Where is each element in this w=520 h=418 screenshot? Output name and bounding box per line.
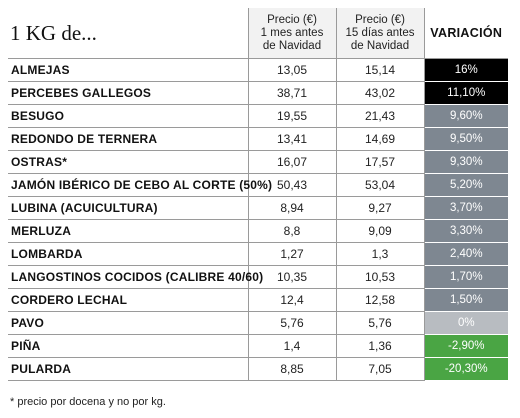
header-price-1-line-2: 1 mes antes [260, 26, 324, 39]
price-table: 1 KG de... Precio (€) 1 mes antes de Nav… [8, 8, 508, 381]
price-1-month-before: 38,71 [247, 81, 337, 105]
table-header-row: 1 KG de... Precio (€) 1 mes antes de Nav… [8, 8, 508, 59]
table-row: CORDERO LECHAL 12,4 12,58 1,50% [8, 288, 508, 312]
table-row: BESUGO 19,55 21,43 9,60% [8, 104, 508, 128]
product-name: BESUGO [8, 104, 248, 128]
price-1-month-before: 5,76 [247, 311, 337, 335]
price-1-month-before: 13,05 [247, 58, 337, 82]
price-15-days-before: 1,3 [335, 242, 425, 266]
header-price-1-line-1: Precio (€) [267, 13, 317, 26]
price-1-month-before: 1,4 [247, 334, 337, 358]
price-15-days-before: 9,09 [335, 219, 425, 243]
table-row: LANGOSTINOS COCIDOS (CALIBRE 40/60) 10,35… [8, 265, 508, 289]
table-row: ALMEJAS 13,05 15,14 16% [8, 58, 508, 82]
price-1-month-before: 13,41 [247, 127, 337, 151]
header-price-15-days: Precio (€) 15 días antes de Navidad [335, 8, 425, 59]
price-15-days-before: 7,05 [335, 357, 425, 381]
variation-cell: 9,50% [423, 127, 508, 151]
variation-cell: 9,30% [423, 150, 508, 174]
table-row: MERLUZA 8,8 9,09 3,30% [8, 219, 508, 243]
table-row: PULARDA 8,85 7,05 -20,30% [8, 357, 508, 381]
header-price-1-month: Precio (€) 1 mes antes de Navidad [247, 8, 337, 59]
product-name: PERCEBES GALLEGOS [8, 81, 248, 105]
product-name: JAMÓN IBÉRICO DE CEBO AL CORTE (50%) [8, 173, 272, 197]
table-row: JAMÓN IBÉRICO DE CEBO AL CORTE (50%) 50,4… [8, 173, 508, 197]
variation-cell: 2,40% [423, 242, 508, 266]
variation-cell: 11,10% [423, 81, 508, 105]
price-1-month-before: 8,8 [247, 219, 337, 243]
product-name: PIÑA [8, 334, 248, 358]
price-1-month-before: 19,55 [247, 104, 337, 128]
price-15-days-before: 1,36 [335, 334, 425, 358]
table-row: LOMBARDA 1,27 1,3 2,40% [8, 242, 508, 266]
footnote: * precio por docena y no por kg. [10, 396, 166, 408]
product-name: OSTRAS* [8, 150, 248, 174]
price-1-month-before: 8,85 [247, 357, 337, 381]
price-15-days-before: 43,02 [335, 81, 425, 105]
product-name: REDONDO DE TERNERA [8, 127, 248, 151]
table-row: LUBINA (ACUICULTURA) 8,94 9,27 3,70% [8, 196, 508, 220]
variation-cell: 3,30% [423, 219, 508, 243]
product-name: CORDERO LECHAL [8, 288, 248, 312]
header-price-2-line-2: 15 días antes [345, 26, 415, 39]
table-row: REDONDO DE TERNERA 13,41 14,69 9,50% [8, 127, 508, 151]
header-price-2-line-3: de Navidad [350, 39, 410, 52]
price-1-month-before: 12,4 [247, 288, 337, 312]
price-15-days-before: 17,57 [335, 150, 425, 174]
price-15-days-before: 53,04 [335, 173, 425, 197]
price-15-days-before: 5,76 [335, 311, 425, 335]
variation-cell: 1,50% [423, 288, 508, 312]
table-title: 1 KG de... [8, 8, 248, 59]
product-name: MERLUZA [8, 219, 248, 243]
header-price-1-line-3: de Navidad [262, 39, 322, 52]
product-name: ALMEJAS [8, 58, 248, 82]
variation-cell: 5,20% [423, 173, 508, 197]
variation-cell: 0% [423, 311, 508, 335]
price-15-days-before: 10,53 [335, 265, 425, 289]
price-15-days-before: 21,43 [335, 104, 425, 128]
product-name: LOMBARDA [8, 242, 248, 266]
variation-cell: 9,60% [423, 104, 508, 128]
table-body: ALMEJAS 13,05 15,14 16% PERCEBES GALLEGOS 38,… [8, 58, 508, 381]
table-row: PIÑA 1,4 1,36 -2,90% [8, 334, 508, 358]
table-row: PAVO 5,76 5,76 0% [8, 311, 508, 335]
variation-cell: -2,90% [423, 334, 508, 358]
variation-cell: 16% [423, 58, 508, 82]
header-variation: VARIACIÓN [424, 8, 508, 59]
price-15-days-before: 15,14 [335, 58, 425, 82]
table-row: PERCEBES GALLEGOS 38,71 43,02 11,10% [8, 81, 508, 105]
price-15-days-before: 14,69 [335, 127, 425, 151]
variation-cell: 1,70% [423, 265, 508, 289]
product-name: PULARDA [8, 357, 248, 381]
price-15-days-before: 12,58 [335, 288, 425, 312]
price-1-month-before: 16,07 [247, 150, 337, 174]
price-1-month-before: 8,94 [247, 196, 337, 220]
price-15-days-before: 9,27 [335, 196, 425, 220]
product-name: LUBINA (ACUICULTURA) [8, 196, 248, 220]
product-name: PAVO [8, 311, 248, 335]
variation-cell: 3,70% [423, 196, 508, 220]
price-1-month-before: 1,27 [247, 242, 337, 266]
variation-cell: -20,30% [423, 357, 508, 381]
table-row: OSTRAS* 16,07 17,57 9,30% [8, 150, 508, 174]
header-price-2-line-1: Precio (€) [355, 13, 405, 26]
product-name: LANGOSTINOS COCIDOS (CALIBRE 40/60) [8, 265, 263, 289]
price-1-month-before: 50,43 [247, 173, 337, 197]
